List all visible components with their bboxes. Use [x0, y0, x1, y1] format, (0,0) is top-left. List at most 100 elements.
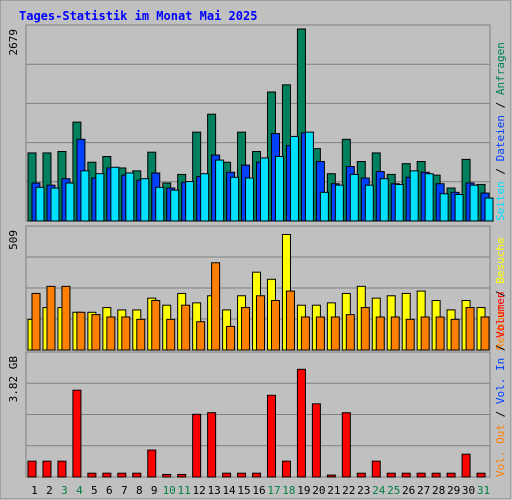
- bar-rechner-9: [151, 299, 161, 351]
- bar-seiten-3: [65, 182, 75, 222]
- bar-volumen-20: [311, 403, 321, 478]
- chart-title: Tages-Statistik im Monat Mai 2025: [19, 9, 257, 23]
- bar-rechner-11: [181, 304, 191, 351]
- bar-rechner-30: [465, 307, 475, 351]
- bar-rechner-8: [136, 318, 146, 351]
- bar-seiten-18: [289, 135, 299, 222]
- x-tick-label-30: 30: [462, 484, 475, 497]
- bar-rechner-13: [211, 262, 221, 351]
- bar-seiten-20: [319, 191, 329, 222]
- bar-rechner-19: [300, 316, 310, 351]
- panel-middle: 509 Rechner / Besuche: [7, 225, 507, 351]
- bar-rechner-10: [166, 318, 176, 351]
- bar-seiten-5: [95, 173, 105, 222]
- x-tick-label-22: 22: [342, 484, 355, 497]
- x-tick-label-31: 31: [477, 484, 490, 497]
- bar-volumen-23: [356, 472, 366, 478]
- bar-seiten-1: [35, 186, 45, 222]
- bar-seiten-19: [304, 131, 314, 222]
- legend-item: Anfragen: [494, 42, 507, 95]
- legend-item: Besuche: [494, 237, 507, 283]
- side-legend: Rechner / Besuche: [494, 237, 507, 350]
- bar-rechner-23: [360, 307, 370, 351]
- bar-volumen-21: [326, 474, 336, 478]
- x-tick-label-10: 10: [163, 484, 176, 497]
- bar-seiten-26: [409, 170, 419, 222]
- bar-volumen-15: [237, 472, 247, 478]
- x-tick-label-4: 4: [76, 484, 83, 497]
- bar-volumen-17: [266, 394, 276, 478]
- x-tick-label-19: 19: [297, 484, 310, 497]
- bar-rechner-14: [226, 325, 236, 351]
- x-tick-label-1: 1: [31, 484, 38, 497]
- x-tick-label-17: 17: [267, 484, 280, 497]
- bar-volumen-16: [252, 472, 262, 478]
- x-tick-label-18: 18: [282, 484, 295, 497]
- legend-separator: /: [494, 95, 507, 115]
- bar-seiten-11: [185, 181, 195, 222]
- x-tick-label-26: 26: [402, 484, 415, 497]
- x-tick-label-24: 24: [372, 484, 386, 497]
- bar-seiten-13: [215, 159, 225, 222]
- bar-seiten-8: [140, 178, 150, 222]
- bar-seiten-23: [364, 184, 374, 222]
- bar-rechner-2: [46, 285, 56, 351]
- bar-rechner-1: [31, 292, 41, 351]
- x-tick-label-29: 29: [447, 484, 460, 497]
- bar-volumen-6: [102, 472, 112, 478]
- bar-volumen-26: [401, 472, 411, 478]
- bar-seiten-25: [394, 183, 404, 222]
- x-tick-label-2: 2: [46, 484, 53, 497]
- bar-rechner-24: [375, 316, 385, 351]
- bar-rechner-18: [285, 290, 295, 351]
- bar-volumen-25: [386, 472, 396, 478]
- bar-rechner-28: [435, 316, 445, 351]
- bar-rechner-16: [256, 295, 266, 351]
- x-tick-label-28: 28: [432, 484, 445, 497]
- bar-rechner-25: [390, 316, 400, 351]
- bar-volumen-2: [42, 460, 52, 478]
- bar-seiten-24: [379, 178, 389, 222]
- bar-rechner-4: [76, 311, 86, 351]
- bar-rechner-6: [106, 316, 116, 351]
- bar-volumen-11: [177, 473, 187, 478]
- x-tick-label-9: 9: [151, 484, 158, 497]
- bar-rechner-27: [420, 316, 430, 351]
- legend-separator: /: [494, 404, 507, 424]
- bar-volumen-13: [207, 412, 217, 478]
- bar-volumen-22: [341, 412, 351, 478]
- x-tick-label-21: 21: [327, 484, 340, 497]
- bar-rechner-26: [405, 318, 415, 351]
- bar-volumen-12: [192, 413, 202, 478]
- max-value-label: 2679: [7, 29, 20, 56]
- x-tick-label-15: 15: [237, 484, 250, 497]
- bar-seiten-30: [469, 184, 479, 222]
- bar-seiten-2: [50, 187, 60, 222]
- legend-item: Dateien: [494, 115, 507, 161]
- bar-seiten-14: [230, 176, 240, 222]
- x-tick-label-3: 3: [61, 484, 68, 497]
- panel-top: 2679 Seiten / Dateien / Anfragen: [7, 24, 507, 222]
- bar-seiten-28: [439, 193, 449, 222]
- bar-seiten-10: [170, 189, 180, 222]
- bar-volumen-7: [117, 472, 127, 478]
- x-tick-label-12: 12: [193, 484, 206, 497]
- bar-rechner-3: [61, 285, 71, 351]
- bar-volumen-14: [222, 472, 232, 478]
- bar-seiten-16: [260, 157, 270, 222]
- legend-separator: /: [494, 284, 507, 304]
- legend-item: Volumen: [494, 292, 507, 338]
- bar-volumen-9: [147, 449, 157, 478]
- bar-volumen-29: [446, 472, 456, 478]
- bar-rechner-5: [91, 314, 101, 351]
- bar-seiten-12: [200, 173, 210, 222]
- bar-volumen-10: [162, 473, 172, 478]
- legend-item: Rechner: [494, 303, 507, 350]
- legend-item: Vol. Out: [494, 424, 507, 477]
- bar-seiten-7: [125, 172, 135, 222]
- x-tick-label-14: 14: [222, 484, 236, 497]
- bar-rechner-21: [330, 316, 340, 351]
- panel-bottom: 3.82 GB Vol. Out / Vol. In / Volumen: [7, 292, 507, 478]
- bar-volumen-3: [57, 460, 67, 478]
